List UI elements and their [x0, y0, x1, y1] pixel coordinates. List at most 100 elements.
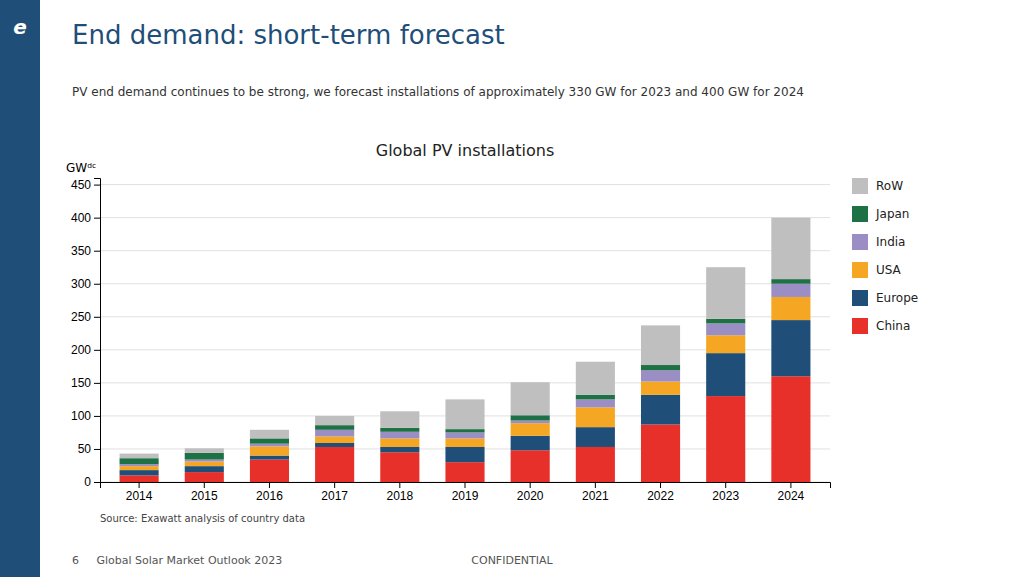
bar: [641, 365, 680, 370]
y-tick-label: 150: [71, 376, 91, 390]
bar: [511, 415, 550, 420]
y-tick: 300: [71, 277, 100, 291]
bar: [771, 320, 810, 376]
bar: [185, 453, 224, 460]
bar-series: [120, 297, 811, 470]
legend-label: USA: [876, 263, 902, 277]
bar: [315, 436, 354, 443]
bar: [576, 427, 615, 447]
y-tick: 450: [71, 178, 100, 192]
bar: [380, 432, 419, 439]
x-tick: 2016: [256, 482, 283, 503]
grid-line: [100, 217, 830, 218]
sidebar: [0, 0, 40, 577]
x-tick-mark: [725, 482, 726, 488]
x-tick-label: 2015: [191, 489, 218, 503]
x-axis: 2014 2015 2016 2017 2018 2019 2020 2021 2022 2023…: [101, 482, 831, 503]
bar: [576, 395, 615, 400]
bar: [641, 425, 680, 482]
bar: [771, 376, 810, 482]
y-axis-line: [94, 179, 101, 483]
x-tick: 2024: [778, 482, 805, 503]
grid-line: [100, 250, 830, 251]
y-tick-label: 350: [71, 244, 91, 258]
bar: [445, 399, 484, 429]
bar: [706, 353, 745, 396]
bar: [380, 452, 419, 482]
bar: [120, 454, 159, 459]
legend-label: RoW: [876, 179, 903, 193]
legend-swatch: [852, 290, 868, 306]
x-tick: 2020: [517, 482, 544, 503]
x-tick-label: 2020: [517, 489, 544, 503]
bar: [641, 395, 680, 425]
bar: [250, 456, 289, 460]
y-tick-mark: [94, 185, 100, 186]
x-tick-label: 2018: [386, 489, 413, 503]
bar: [771, 284, 810, 297]
y-tick-mark: [94, 350, 100, 351]
x-tick-label: 2024: [778, 489, 805, 503]
bar: [641, 325, 680, 365]
x-tick-label: 2016: [256, 489, 283, 503]
x-tick-label: 2017: [321, 489, 348, 503]
bar: [771, 297, 810, 320]
y-tick: 50: [78, 442, 100, 456]
annotation: 6 Global Solar Market Outlook 2023: [72, 554, 282, 567]
y-tick-label: 0: [84, 475, 91, 489]
x-tick: 2017: [321, 482, 348, 503]
bar: [445, 462, 484, 482]
x-tick: 2015: [191, 482, 218, 503]
legend-swatch: [852, 318, 868, 334]
bar: [315, 447, 354, 482]
y-tick-label: 100: [71, 409, 91, 423]
x-tick: 2022: [647, 482, 674, 503]
bar: [185, 472, 224, 482]
bar: [120, 464, 159, 466]
y-tick-mark: [94, 416, 100, 417]
bar: [120, 466, 159, 470]
y-tick-label: 300: [71, 277, 91, 291]
x-tick: 2023: [712, 482, 739, 503]
grid-line: [100, 184, 830, 185]
y-tick: 350: [71, 244, 100, 258]
x-tick-label: 2014: [126, 489, 153, 503]
bar: [185, 448, 224, 453]
y-tick-mark: [94, 482, 100, 483]
legend: RoWJapanIndiaUSAEuropeChina: [852, 178, 918, 334]
y-tick-mark: [94, 317, 100, 318]
legend-label: Japan: [875, 207, 909, 221]
x-tick-mark: [334, 482, 335, 488]
bar: [445, 432, 484, 438]
bar: [120, 475, 159, 482]
bar: [315, 430, 354, 437]
x-tick-label: 2023: [712, 489, 739, 503]
bar: [511, 423, 550, 436]
y-tick-mark: [94, 449, 100, 450]
legend-item: Japan: [852, 206, 909, 222]
legend-item: USA: [852, 262, 902, 278]
bar: [641, 382, 680, 395]
legend-swatch: [852, 206, 868, 222]
y-tick-mark: [94, 383, 100, 384]
y-tick-label: 450: [71, 178, 91, 192]
x-tick: 2021: [582, 482, 609, 503]
legend-swatch: [852, 234, 868, 250]
annotation: CONFIDENTIAL: [471, 554, 553, 567]
bar: [511, 421, 550, 424]
bar: [706, 319, 745, 324]
bar: [185, 462, 224, 467]
y-tick-mark: [94, 284, 100, 285]
bar: [511, 382, 550, 415]
y-tick: 0: [84, 475, 100, 489]
x-tick: 2019: [452, 482, 479, 503]
bar: [380, 438, 419, 447]
bar: [250, 444, 289, 447]
y-tick-mark: [94, 251, 100, 252]
source: Source: Exawatt analysis of country data: [100, 513, 305, 524]
bar: [315, 416, 354, 425]
legend-item: China: [852, 318, 910, 334]
bar: [511, 436, 550, 451]
x-tick-mark: [790, 482, 791, 488]
legend-label: China: [876, 319, 910, 333]
